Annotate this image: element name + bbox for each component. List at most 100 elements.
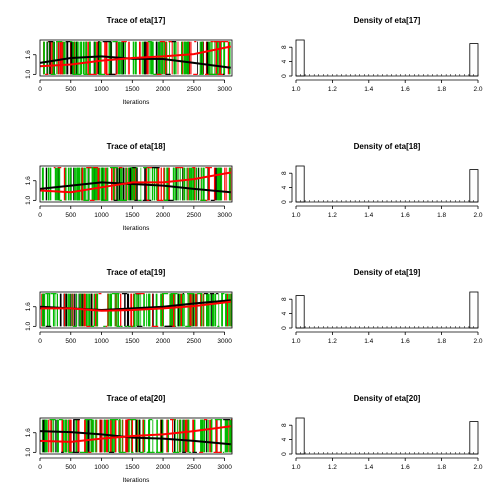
x-tick-label: 1.2 — [328, 464, 337, 471]
x-tick-label: 2000 — [156, 464, 171, 471]
chart-title: Trace of eta[19] — [107, 268, 166, 277]
x-tick-label: 1000 — [94, 86, 109, 93]
x-tick-label: 1.8 — [437, 86, 446, 93]
y-tick-label: 0 — [281, 74, 288, 78]
chart-title: Density of eta[17] — [354, 16, 421, 25]
density-plot: Density of eta[20] 1.0 1.2 1.4 1.6 1.8 2.0 0 4 8 — [281, 394, 483, 471]
density-plot: Density of eta[17] 1.0 1.2 1.4 1.6 1.8 2.0 0 4 8 — [281, 16, 483, 93]
plot-frame — [39, 291, 233, 329]
chart-title: Density of eta[19] — [354, 268, 421, 277]
x-axis-label: Iterations — [123, 225, 150, 232]
x-tick-label: 1.2 — [328, 86, 337, 93]
x-tick-label: 0 — [38, 86, 42, 93]
y-tick-label: 1.0 — [25, 69, 32, 78]
x-tick-label: 1.8 — [437, 338, 446, 345]
y-tick-label: 1.6 — [25, 176, 32, 185]
density-plot: Density of eta[18] 1.0 1.2 1.4 1.6 1.8 2.0 0 4 8 — [281, 142, 483, 219]
x-tick-label: 1500 — [125, 86, 140, 93]
y-tick-label: 1.0 — [25, 321, 32, 330]
x-axis-label: Iterations — [123, 99, 150, 106]
y-tick-label: 1.0 — [25, 195, 32, 204]
trend-line — [39, 181, 231, 194]
x-tick-label: 0 — [38, 464, 42, 471]
y-tick-label: 1.6 — [25, 302, 32, 311]
x-tick-label: 3000 — [217, 212, 232, 219]
x-tick-label: 2.0 — [473, 212, 482, 219]
density-bar — [469, 421, 479, 455]
x-tick-label: 1.2 — [328, 338, 337, 345]
x-tick-label: 1000 — [94, 464, 109, 471]
trace-plot: Trace of eta[19] 0 500 1000 1500 2000 2500 3000… — [25, 268, 233, 345]
density-plot: Density of eta[19] 1.0 1.2 1.4 1.6 1.8 2.0 0 4 8 — [281, 268, 483, 345]
y-tick-label: 1.6 — [25, 428, 32, 437]
x-tick-label: 1000 — [94, 212, 109, 219]
chart-title: Density of eta[20] — [354, 394, 421, 403]
x-tick-label: 1.0 — [291, 464, 300, 471]
x-tick-label: 1.4 — [364, 212, 373, 219]
y-tick-label: 8 — [281, 423, 288, 427]
density-bar — [469, 43, 479, 77]
density-bar — [295, 295, 305, 329]
y-tick-label: 4 — [281, 59, 288, 63]
trend-line — [39, 171, 231, 194]
x-tick-label: 2000 — [156, 338, 171, 345]
density-bar — [295, 417, 305, 455]
x-tick-label: 1.8 — [437, 464, 446, 471]
trace-plot: Trace of eta[17] 0 500 1000 1500 2000 2500 3000… — [25, 16, 233, 106]
chart-title: Density of eta[18] — [354, 142, 421, 151]
y-tick-label: 1.0 — [25, 447, 32, 456]
x-tick-label: 1.2 — [328, 212, 337, 219]
trace-samples — [41, 167, 232, 201]
x-tick-label: 3000 — [217, 86, 232, 93]
plot-frame — [39, 417, 233, 455]
x-tick-label: 2500 — [187, 464, 202, 471]
y-tick-label: 4 — [281, 185, 288, 189]
y-tick-label: 0 — [281, 326, 288, 330]
x-tick-label: 3000 — [217, 338, 232, 345]
x-tick-label: 1500 — [125, 212, 140, 219]
chart-title: Trace of eta[18] — [107, 142, 166, 151]
y-tick-label: 0 — [281, 452, 288, 456]
x-tick-label: 2000 — [156, 212, 171, 219]
x-tick-label: 3000 — [217, 464, 232, 471]
x-tick-label: 1.8 — [437, 212, 446, 219]
x-axis-label: Iterations — [123, 477, 150, 484]
density-bar — [295, 165, 305, 203]
plot-frame — [39, 165, 233, 203]
chart-title: Trace of eta[17] — [107, 16, 166, 25]
x-tick-label: 2.0 — [473, 464, 482, 471]
y-tick-label: 0 — [281, 200, 288, 204]
x-tick-label: 1500 — [125, 464, 140, 471]
x-tick-label: 1.4 — [364, 338, 373, 345]
x-tick-label: 1500 — [125, 338, 140, 345]
y-tick-label: 4 — [281, 311, 288, 315]
x-tick-label: 500 — [65, 212, 76, 219]
trace-samples — [41, 419, 232, 453]
density-bar — [469, 291, 479, 329]
x-tick-label: 1.6 — [401, 86, 410, 93]
y-tick-label: 4 — [281, 437, 288, 441]
x-tick-label: 500 — [65, 464, 76, 471]
y-tick-label: 8 — [281, 45, 288, 49]
x-tick-label: 500 — [65, 338, 76, 345]
x-tick-label: 2500 — [187, 338, 202, 345]
trend-line — [40, 300, 231, 312]
y-tick-label: 8 — [281, 297, 288, 301]
plot-frame — [39, 39, 233, 77]
x-tick-label: 1.0 — [291, 212, 300, 219]
x-tick-label: 2.0 — [473, 86, 482, 93]
trend-line — [39, 425, 231, 443]
x-tick-label: 1.6 — [401, 212, 410, 219]
trace-plot: Trace of eta[18] 0 500 1000 1500 2000 2500 3000… — [25, 142, 233, 232]
y-tick-label: 1.6 — [25, 50, 32, 59]
density-bar — [295, 39, 305, 77]
x-tick-label: 1.6 — [401, 464, 410, 471]
trend-line — [39, 45, 232, 68]
x-tick-label: 1.0 — [291, 338, 300, 345]
x-tick-label: 1.0 — [291, 86, 300, 93]
x-tick-label: 2.0 — [473, 338, 482, 345]
x-tick-label: 2500 — [187, 86, 202, 93]
x-tick-label: 1.6 — [401, 338, 410, 345]
x-tick-label: 1.4 — [364, 86, 373, 93]
